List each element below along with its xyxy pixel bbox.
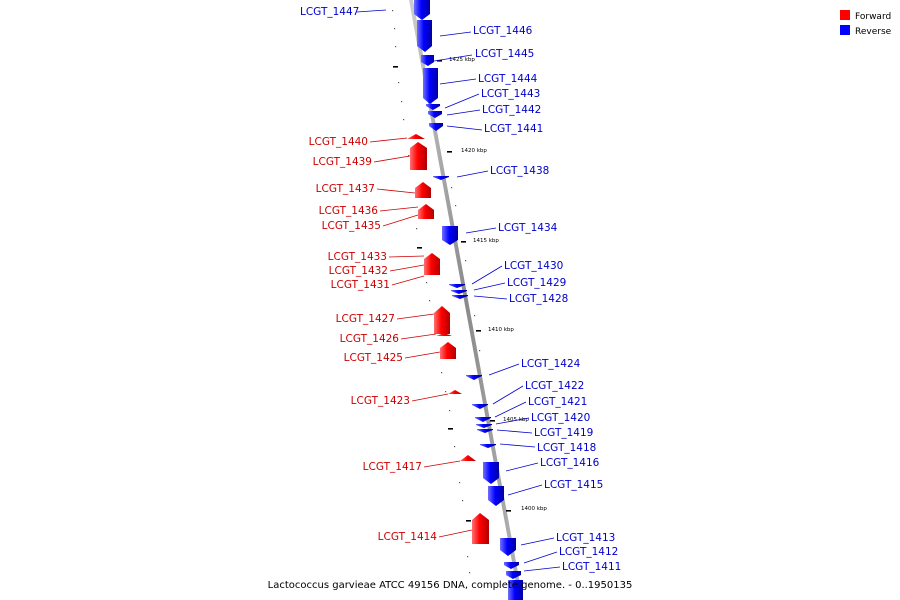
tick-label: 1425 kbp [449, 57, 475, 63]
gene-label[interactable]: LCGT_1437 [316, 183, 375, 195]
gene-forward[interactable] [460, 455, 476, 461]
gene-forward[interactable] [440, 342, 456, 359]
gene-label[interactable]: LCGT_1439 [313, 156, 372, 168]
gene-reverse[interactable] [452, 295, 468, 299]
forward-genes [407, 134, 489, 544]
tick-label: 1415 kbp [473, 238, 499, 244]
gene-reverse[interactable] [426, 104, 440, 110]
gene-label[interactable]: LCGT_1417 [363, 461, 422, 473]
gene-label[interactable]: LCGT_1440 [309, 136, 368, 148]
gene-forward[interactable] [418, 204, 434, 219]
gene-forward[interactable] [424, 253, 440, 275]
gene-label[interactable]: LCGT_1422 [525, 380, 584, 392]
gene-reverse[interactable] [483, 462, 499, 484]
gene-reverse[interactable] [475, 417, 491, 422]
gene-forward[interactable] [472, 513, 489, 544]
gene-label[interactable]: LCGT_1420 [531, 412, 590, 424]
gene-label[interactable]: LCGT_1442 [482, 104, 541, 116]
gene-reverse[interactable] [423, 68, 438, 104]
gene-label[interactable]: LCGT_1444 [478, 73, 538, 85]
gene-reverse[interactable] [472, 404, 488, 409]
gene-label[interactable]: LCGT_1429 [507, 277, 566, 289]
gene-label[interactable]: LCGT_1433 [328, 251, 387, 263]
gene-label[interactable]: LCGT_1426 [340, 333, 400, 345]
gene-reverse[interactable] [414, 0, 430, 20]
gene-reverse[interactable] [480, 444, 496, 448]
gene-label[interactable]: LCGT_1412 [559, 546, 618, 558]
gene-label[interactable]: LCGT_1434 [498, 222, 558, 234]
gene-label[interactable]: LCGT_1428 [509, 293, 568, 305]
gene-label[interactable]: LCGT_1431 [331, 279, 390, 291]
gene-label[interactable]: LCGT_1438 [490, 165, 549, 177]
gene-label[interactable]: LCGT_1445 [475, 48, 534, 60]
gene-reverse[interactable] [500, 538, 516, 556]
gene-label[interactable]: LCGT_1441 [484, 123, 543, 135]
gene-reverse[interactable] [508, 580, 523, 600]
gene-label[interactable]: LCGT_1421 [528, 396, 587, 408]
gene-label[interactable]: LCGT_1413 [556, 532, 615, 544]
genome-backbone [409, 0, 523, 600]
gene-reverse[interactable] [428, 111, 442, 118]
gene-forward[interactable] [448, 390, 462, 394]
gene-label[interactable]: LCGT_1436 [319, 205, 379, 217]
forward-labels: LCGT_1440 LCGT_1439 LCGT_1437 LCGT_1436 … [309, 136, 438, 543]
gene-forward[interactable] [436, 333, 452, 336]
gene-reverse[interactable] [442, 226, 458, 245]
gene-forward[interactable] [407, 134, 425, 139]
gene-reverse[interactable] [466, 375, 482, 380]
gene-reverse[interactable] [488, 486, 504, 506]
gene-label[interactable]: LCGT_1415 [544, 479, 603, 491]
gene-reverse[interactable] [433, 176, 449, 180]
gene-label[interactable]: LCGT_1419 [534, 427, 593, 439]
gene-label[interactable]: LCGT_1418 [537, 442, 596, 454]
gene-reverse[interactable] [417, 20, 432, 52]
gene-forward[interactable] [434, 306, 450, 334]
legend-swatch-reverse [840, 25, 850, 35]
gene-reverse[interactable] [429, 123, 443, 131]
gene-label[interactable]: LCGT_1430 [504, 260, 563, 272]
gene-label[interactable]: LCGT_1447 [300, 6, 359, 18]
genome-caption: Lactococcus garvieae ATCC 49156 DNA, com… [268, 580, 633, 591]
gene-label[interactable]: LCGT_1427 [336, 313, 395, 325]
gene-label[interactable]: LCGT_1443 [481, 88, 540, 100]
gene-forward[interactable] [410, 142, 427, 170]
gene-reverse[interactable] [504, 562, 519, 569]
gene-reverse[interactable] [506, 571, 521, 579]
gene-label[interactable]: LCGT_1425 [344, 352, 403, 364]
legend-swatch-forward [840, 10, 850, 20]
gene-reverse[interactable] [451, 290, 467, 294]
gene-label[interactable]: LCGT_1414 [378, 531, 438, 543]
gene-reverse[interactable] [477, 429, 493, 433]
reverse-labels: LCGT_1447 LCGT_1446 LCGT_1445 LCGT_1444 … [300, 6, 621, 573]
gene-label[interactable]: LCGT_1423 [351, 395, 410, 407]
gene-label[interactable]: LCGT_1446 [473, 25, 533, 37]
legend-label-forward: Forward [855, 12, 891, 22]
gene-reverse[interactable] [476, 424, 492, 428]
gene-reverse[interactable] [449, 284, 465, 288]
gene-label[interactable]: LCGT_1435 [322, 220, 381, 232]
tick-label: 1410 kbp [488, 327, 514, 333]
gene-forward[interactable] [415, 182, 431, 198]
gene-label[interactable]: LCGT_1424 [521, 358, 581, 370]
tick-label: 1420 kbp [461, 148, 487, 154]
tick-label: 1400 kbp [521, 506, 547, 512]
legend: Forward Reverse [840, 10, 892, 37]
gene-reverse[interactable] [421, 55, 434, 66]
gene-label[interactable]: LCGT_1432 [329, 265, 388, 277]
leader-lines [356, 9, 561, 572]
reverse-genes [414, 0, 523, 600]
gene-label[interactable]: LCGT_1411 [562, 561, 621, 573]
legend-label-reverse: Reverse [855, 27, 892, 37]
gene-label[interactable]: LCGT_1416 [540, 457, 600, 469]
